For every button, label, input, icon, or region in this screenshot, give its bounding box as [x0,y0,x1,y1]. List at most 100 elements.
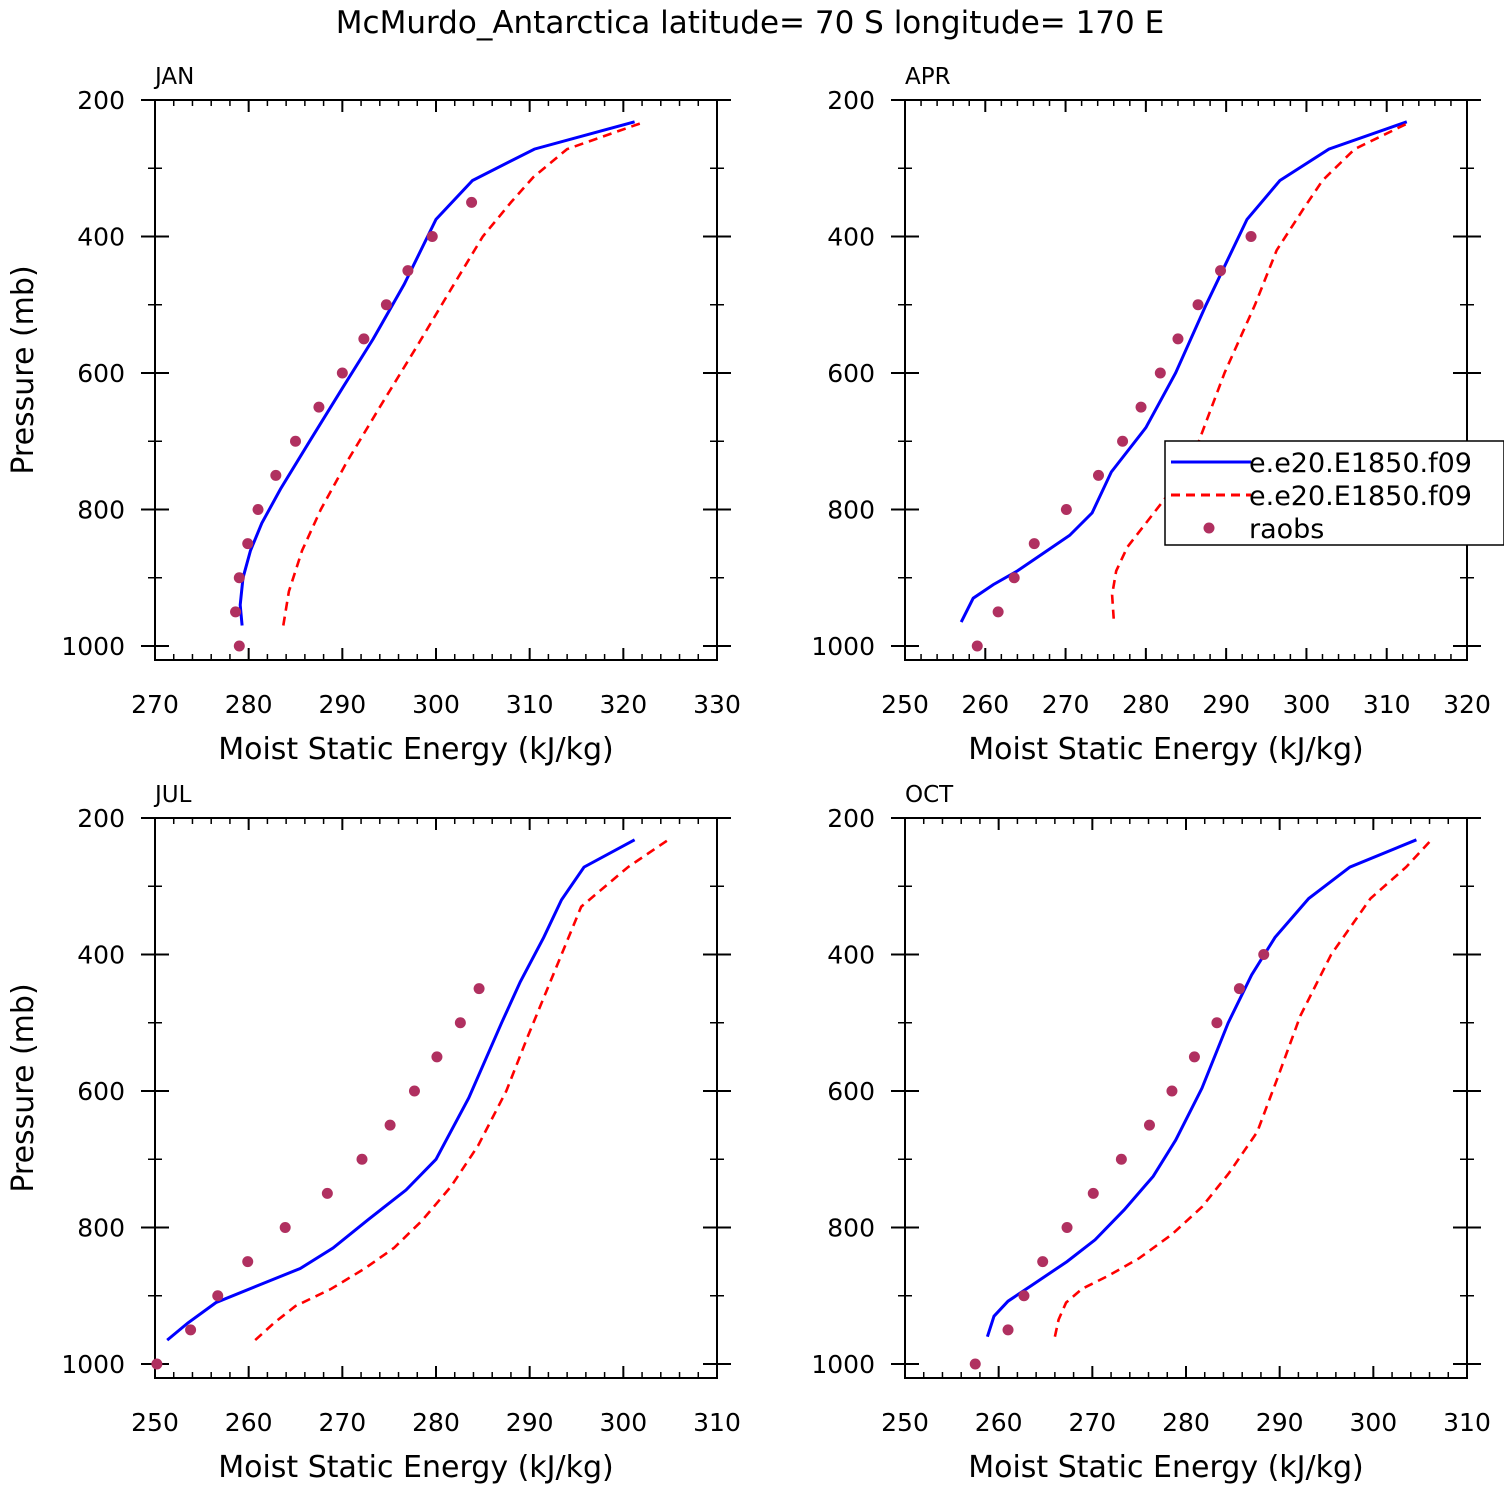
raobs-point [466,196,478,208]
raobs-point [1135,401,1147,413]
y-tick-label: 1000 [61,632,125,661]
raobs-point [212,1290,224,1302]
model-series-solid-line [985,838,1417,1338]
x-tick-label: 330 [693,690,741,719]
y-tick-label: 800 [827,1214,875,1243]
raobs-point [230,606,242,618]
y-tick-label: 600 [827,359,875,388]
legend-label: raobs [1249,514,1324,545]
raobs-point [1037,1256,1049,1268]
y-tick-label: 200 [77,804,125,833]
x-tick-label: 260 [975,1408,1023,1437]
y-tick-label: 200 [77,86,125,115]
panel-jan: JAN 270 280 290 300 310 320 330 200 400 600 800 1000… [6,64,741,767]
panel-label: JAN [153,64,194,90]
raobs-point [1028,538,1040,550]
y-axis-label: Pressure (mb) [6,983,41,1192]
raobs-point [384,1119,396,1131]
panel-label: JUL [153,782,192,808]
x-tick-label: 300 [1349,1408,1397,1437]
x-tick-label: 250 [881,690,929,719]
raobs-point [1215,265,1227,277]
y-tick-label: 600 [77,1077,125,1106]
raobs-markers [971,231,1257,652]
raobs-point [1002,1324,1014,1336]
raobs-point [473,983,485,995]
x-tick-label: 300 [1283,690,1331,719]
y-tick-label: 600 [77,359,125,388]
y-axis-label: Pressure (mb) [6,265,41,474]
raobs-point [1060,504,1072,515]
raobs-point [1018,1290,1030,1302]
raobs-point [336,367,348,379]
raobs-point [454,1017,466,1029]
y-tick-label: 1000 [811,632,875,661]
raobs-point [233,572,245,584]
raobs-point [242,1256,254,1268]
raobs-point [1166,1085,1178,1097]
x-axis-label: Moist Static Energy (kJ/kg) [968,732,1364,767]
raobs-point [426,231,438,242]
raobs-point [992,606,1004,618]
panel-oct: OCT 250 260 270 280 290 300 310 200 400 600 800 1000… [811,782,1490,1485]
raobs-point [242,538,254,550]
x-tick-label: 280 [1162,1408,1210,1437]
raobs-point [279,1222,291,1233]
x-tick-label: 290 [506,1408,554,1437]
x-tick-label: 270 [1068,1408,1116,1437]
x-tick-label: 290 [1202,690,1250,719]
raobs-markers [230,196,478,652]
raobs-point [1061,1222,1073,1233]
raobs-point [1258,949,1270,960]
panels: JAN 270 280 290 300 310 320 330 200 400 600 800 1000… [6,64,1504,1485]
x-tick-label: 320 [1443,690,1491,719]
x-tick-label: 270 [131,690,179,719]
y-tick-label: 400 [77,941,125,970]
x-tick-label: 310 [1443,1408,1491,1437]
model-series-solid-line [959,120,1408,623]
y-tick-label: 1000 [811,1350,875,1379]
panel-jul: JUL 250 260 270 280 290 300 310 200 400 600 800 1000… [6,782,741,1485]
raobs-point [971,640,983,652]
raobs-point [270,469,282,481]
raobs-point [185,1324,197,1336]
y-tick-label: 200 [827,804,875,833]
raobs-point [1172,333,1184,345]
x-tick-label: 260 [225,1408,273,1437]
x-tick-label: 310 [693,1408,741,1437]
y-tick-label: 800 [77,1214,125,1243]
x-axis-label: Moist Static Energy (kJ/kg) [218,1450,614,1485]
legend-marker-raobs [1203,522,1215,534]
raobs-point [1143,1119,1155,1131]
y-tick-label: 1000 [61,1350,125,1379]
raobs-point [233,640,245,652]
x-tick-label: 300 [412,690,460,719]
raobs-point [402,265,414,277]
x-tick-label: 270 [1042,690,1090,719]
raobs-point [1092,469,1104,481]
legend-label: e.e20.E1850.f09 [1249,481,1472,512]
raobs-point [1192,299,1204,311]
raobs-point [356,1153,368,1165]
raobs-markers [151,983,485,1370]
y-tick-label: 200 [827,86,875,115]
x-tick-label: 250 [131,1408,179,1437]
raobs-markers [969,949,1270,1370]
raobs-point [1087,1187,1099,1199]
raobs-point [1117,435,1129,447]
y-tick-label: 800 [827,496,875,525]
x-tick-label: 310 [506,690,554,719]
x-tick-label: 310 [1363,690,1411,719]
x-axis-label: Moist Static Energy (kJ/kg) [218,732,614,767]
x-tick-label: 290 [318,690,366,719]
plot-frame [904,817,1468,1379]
panel-apr: APR 250 260 270 280 290 300 310 320 200 400 600 800 1… [811,64,1504,767]
x-axis-label: Moist Static Energy (kJ/kg) [968,1450,1364,1485]
raobs-point [321,1187,333,1199]
model-series-dashed-line [1110,120,1412,619]
y-tick-label: 600 [827,1077,875,1106]
raobs-point [1245,231,1257,242]
x-tick-label: 280 [225,690,273,719]
